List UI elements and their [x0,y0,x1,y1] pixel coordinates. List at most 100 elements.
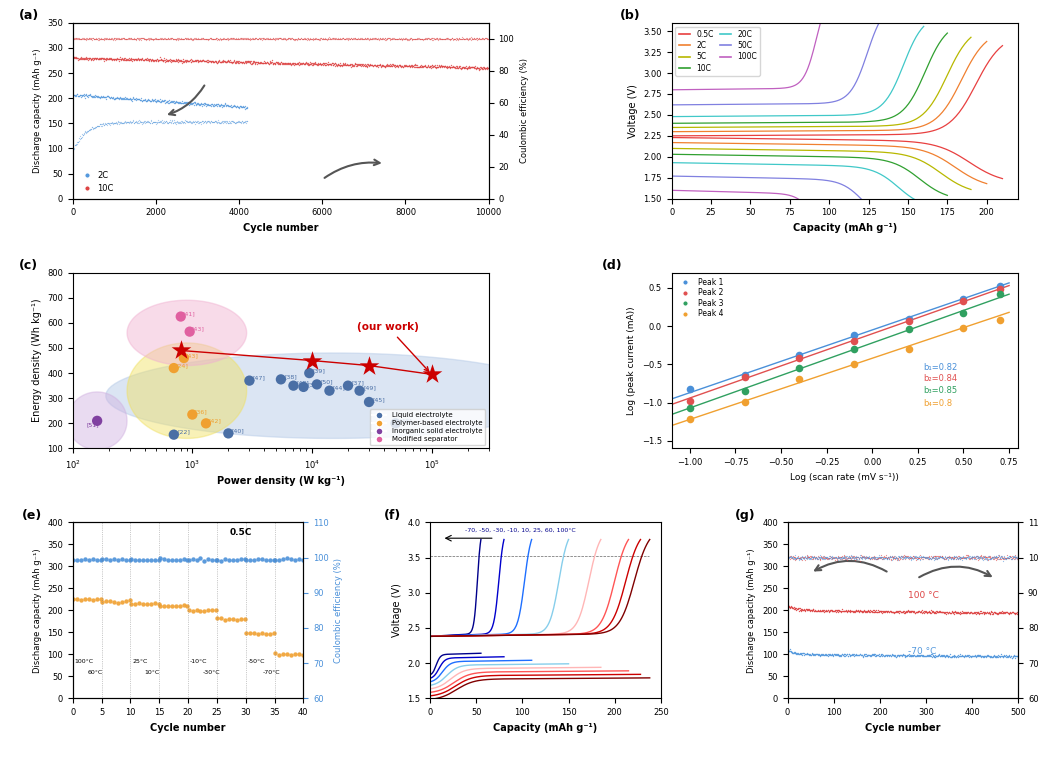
Point [83,53,100,65]
Point [172,33,189,45]
Point [968,550,985,562]
Point [439,33,456,45]
Point [212,56,229,68]
Point [408,61,425,73]
Point [124,33,140,45]
Point [249,33,266,45]
Point [869,553,885,565]
Point [95,91,111,103]
Point [260,57,276,69]
Point [149,53,165,65]
Point [341,59,357,71]
Point [254,31,270,43]
Point [450,34,467,46]
Point [842,606,858,618]
Point [228,100,244,112]
Point [122,52,138,65]
Point [134,116,151,128]
Point [114,92,131,104]
Point [993,551,1010,563]
Point [172,33,189,45]
Point [174,96,190,109]
Point [924,648,940,660]
Point [179,98,195,110]
Point [355,33,372,45]
Point [175,117,191,129]
Point [989,550,1006,562]
Point [472,33,488,45]
Point [243,58,260,70]
Point [833,553,850,565]
Point [902,552,918,564]
Point [189,116,206,128]
Point [826,649,843,661]
Point [102,52,118,65]
Point [81,32,98,44]
Point [65,33,82,45]
Point [950,606,966,618]
Point [794,551,810,563]
Point [187,97,204,109]
Point [258,33,274,46]
Point [893,550,909,562]
Point [449,60,465,72]
Point [189,55,206,67]
Point [184,33,201,46]
Point [429,61,446,73]
Point [818,552,834,564]
Point [139,95,156,107]
Point [467,61,483,73]
Point [997,650,1014,662]
Point [872,605,888,617]
Point [407,33,424,45]
Point [326,58,343,71]
Point [148,116,164,128]
Point [277,57,294,69]
Point [123,93,139,106]
Point [417,32,433,44]
Point [321,58,338,70]
Text: [22]: [22] [178,430,190,435]
Point [116,32,133,44]
Point [214,116,231,128]
Point [146,554,163,566]
Point [187,55,204,68]
Point [392,59,408,71]
Point [979,648,995,660]
Point [114,32,131,44]
Point [254,627,270,639]
Point [137,115,154,128]
Point [132,115,149,128]
Point [81,124,98,136]
Point [98,118,114,130]
Point [812,605,829,617]
Point [860,649,877,661]
Point [478,33,495,45]
Point [337,59,353,71]
Point [787,647,803,659]
Point [261,33,277,45]
Point [966,650,983,662]
Point [339,58,355,71]
Point [468,61,484,74]
Point [835,648,852,660]
Point [157,55,174,68]
Point [444,61,460,73]
Point [211,99,228,112]
Point [96,119,112,131]
Point [312,33,328,46]
Point [385,59,402,71]
Point [955,650,971,663]
Point [134,118,151,130]
Point [994,607,1011,619]
Point [343,58,359,70]
Point [81,554,98,566]
Point [904,650,921,662]
Point [389,59,405,71]
Point [123,54,139,66]
Point [169,117,186,129]
Point [232,100,248,112]
Point [950,553,966,565]
Point [258,628,274,641]
Point [1002,651,1018,663]
